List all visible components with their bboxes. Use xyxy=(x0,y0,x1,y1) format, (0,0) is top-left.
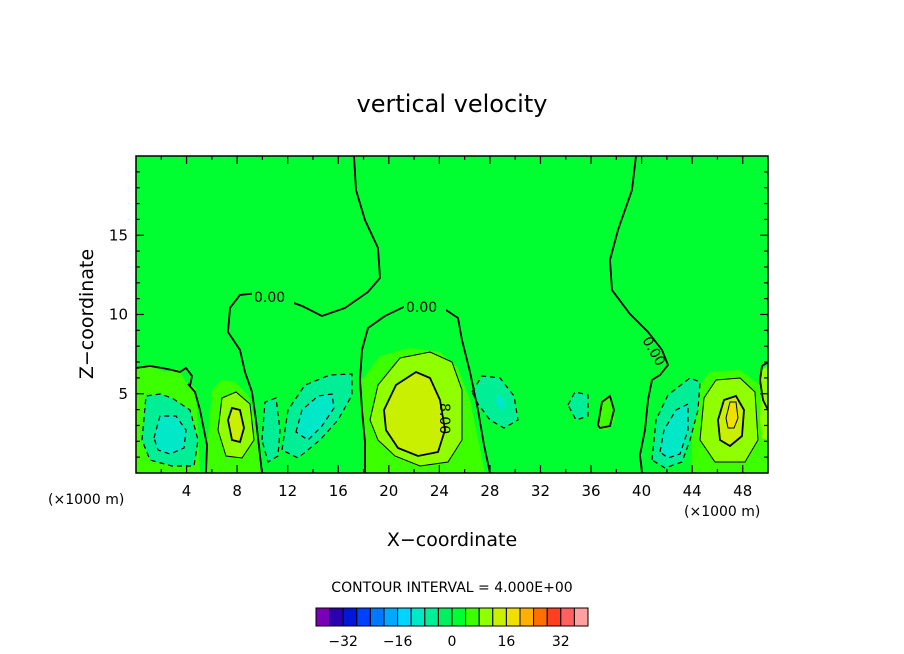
x-unit-label-left: (×1000 m) xyxy=(48,492,124,508)
x-tick-label: 20 xyxy=(379,482,398,500)
level-band-negative xyxy=(472,376,518,428)
x-tick-label: 32 xyxy=(531,482,550,500)
level-band-negative xyxy=(262,398,280,462)
x-axis-label: X−coordinate xyxy=(387,529,517,551)
contour-line-negative xyxy=(295,393,335,441)
contour-line-negative xyxy=(261,397,281,463)
colorbar-swatch xyxy=(519,607,535,627)
contour-line-zero xyxy=(759,361,768,411)
colorbar-swatch xyxy=(369,607,385,627)
colorbar xyxy=(315,607,589,627)
x-tick-labels: 4 8 12 16 20 24 28 32 36 40 44 48 xyxy=(182,482,752,500)
contour-interval-text: CONTOUR INTERVAL = 4.000E+00 xyxy=(331,580,572,596)
level-band-negative xyxy=(568,392,588,420)
contour-label: 0.00 xyxy=(406,300,437,316)
colorbar-swatch xyxy=(465,607,480,627)
contour-line-negative xyxy=(281,373,353,459)
level-band-8-12 xyxy=(384,372,445,456)
contour-line-zero xyxy=(597,394,615,430)
axis-ticks xyxy=(136,156,768,473)
contour-line-positive xyxy=(699,377,759,463)
colorbar-tick-label: 32 xyxy=(552,634,570,650)
level-band-8-12 xyxy=(228,408,244,442)
contour-line-positive xyxy=(369,351,463,467)
colorbar-swatch xyxy=(383,607,399,627)
colorbar-swatch xyxy=(505,607,521,627)
level-band-neg-4-8 xyxy=(296,394,334,440)
colorbar-tick-label: 16 xyxy=(497,634,515,650)
contour-labels: 0.00 0.00 0.00 8.00 xyxy=(252,288,668,434)
colorbar-swatch xyxy=(573,607,589,627)
chart-title: vertical velocity xyxy=(357,90,548,118)
colorbar-swatch xyxy=(533,607,548,627)
contour-line-positive xyxy=(725,401,739,429)
contour-label: 8.00 xyxy=(436,403,452,434)
contour-line-positive xyxy=(717,394,745,448)
contour-line-negative xyxy=(141,393,199,467)
contour-line-positive xyxy=(227,406,245,444)
contour-line-negative xyxy=(153,415,187,455)
colorbar-swatch xyxy=(560,607,575,627)
x-tick-label: 44 xyxy=(683,482,702,500)
level-band-12-16 xyxy=(726,402,738,428)
colorbar-swatch xyxy=(329,607,344,627)
colorbar-swatch xyxy=(546,607,562,627)
colorbar-swatch xyxy=(342,607,358,627)
colorbar-swatch xyxy=(492,607,507,627)
contour-line-negative xyxy=(651,377,701,469)
contour-label-bg xyxy=(404,298,446,315)
x-tick-label: 48 xyxy=(733,482,752,500)
colorbar-swatch xyxy=(424,607,439,627)
level-band-neg-4-8 xyxy=(494,394,506,412)
x-tick-label: 40 xyxy=(632,482,651,500)
colorbar-swatch xyxy=(410,607,426,627)
contour-line-positive xyxy=(383,370,446,457)
level-band-neg-4-8 xyxy=(154,416,186,454)
contour-label-bg xyxy=(252,288,294,305)
contour-field xyxy=(136,156,768,473)
x-tick-label: 8 xyxy=(232,482,242,500)
contour-line-zero xyxy=(136,365,193,387)
colorbar-swatch xyxy=(437,607,453,627)
colorbar-swatch xyxy=(397,607,412,627)
x-tick-label: 12 xyxy=(278,482,297,500)
contour-line-negative xyxy=(471,375,519,429)
y-tick-label: 10 xyxy=(109,306,128,324)
contour-line-negative xyxy=(659,403,689,459)
level-band-neg-4-8 xyxy=(660,404,688,458)
y-tick-label: 5 xyxy=(118,385,128,403)
x-tick-label: 16 xyxy=(329,482,348,500)
x-unit-label-right: (×1000 m) xyxy=(684,504,760,520)
colorbar-swatch xyxy=(478,607,494,627)
contour-line-zero xyxy=(609,156,670,473)
contour-line-zero xyxy=(187,383,208,473)
contour-line-negative xyxy=(567,391,589,421)
contour-label: 0.00 xyxy=(254,290,285,306)
colorbar-swatch xyxy=(315,607,331,627)
contour-line-positive xyxy=(217,391,255,459)
x-tick-label: 4 xyxy=(182,482,192,500)
colorbar-tick-labels: −32 −16 0 16 32 xyxy=(328,634,569,650)
y-tick-label: 15 xyxy=(109,226,128,244)
x-tick-label: 24 xyxy=(430,482,449,500)
colorbar-swatch xyxy=(451,607,467,627)
x-tick-label: 28 xyxy=(480,482,499,500)
colorbar-tick-label: 0 xyxy=(448,634,457,650)
x-tick-label: 36 xyxy=(581,482,600,500)
y-tick-labels: 5 10 15 xyxy=(109,226,128,403)
colorbar-swatch xyxy=(356,607,371,627)
colorbar-tick-label: −32 xyxy=(328,634,358,650)
colorbar-tick-label: −16 xyxy=(383,634,413,650)
y-axis-label: Z−coordinate xyxy=(76,249,98,379)
